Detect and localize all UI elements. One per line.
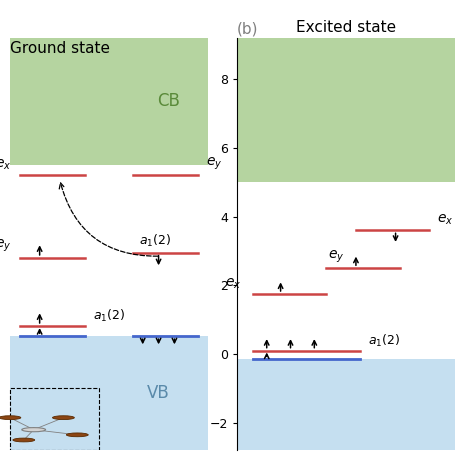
Text: $e_y$: $e_y$ <box>0 238 12 255</box>
Text: (b): (b) <box>237 21 258 36</box>
Text: Ground state: Ground state <box>10 41 110 56</box>
Text: $a_1(2)$: $a_1(2)$ <box>368 333 400 349</box>
Text: CB: CB <box>157 92 180 110</box>
Bar <box>237 38 455 182</box>
Circle shape <box>22 428 46 432</box>
Text: $a_1(2)$: $a_1(2)$ <box>93 308 126 324</box>
Bar <box>237 359 455 450</box>
Text: $e_x$: $e_x$ <box>0 157 12 172</box>
Circle shape <box>13 438 35 442</box>
Text: $e_x$: $e_x$ <box>225 277 241 291</box>
Bar <box>10 336 208 450</box>
Text: $e_y$: $e_y$ <box>206 155 223 172</box>
Title: Excited state: Excited state <box>296 20 396 36</box>
Circle shape <box>0 416 21 419</box>
Text: $a_1(2)$: $a_1(2)$ <box>139 233 171 249</box>
Text: $e_y$: $e_y$ <box>328 248 345 264</box>
Circle shape <box>53 416 74 419</box>
Circle shape <box>66 433 88 437</box>
Bar <box>10 38 208 165</box>
Text: $e_x$: $e_x$ <box>437 212 454 227</box>
FancyArrowPatch shape <box>59 183 158 256</box>
Text: VB: VB <box>147 384 170 402</box>
